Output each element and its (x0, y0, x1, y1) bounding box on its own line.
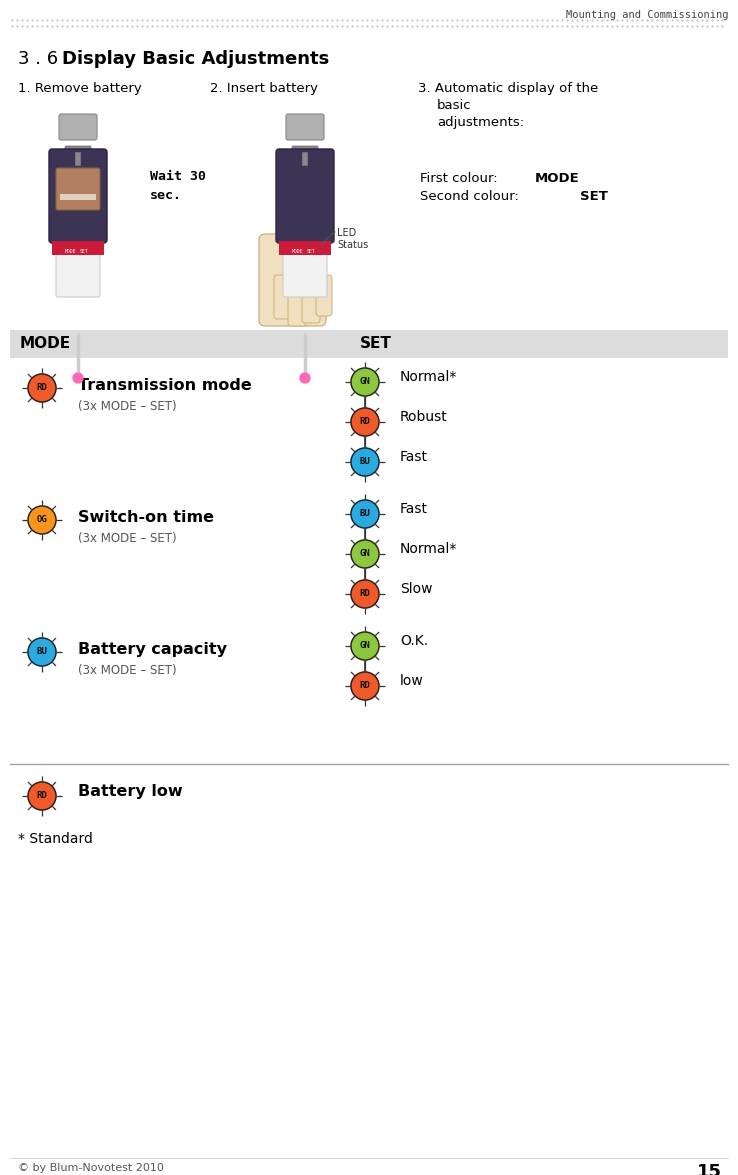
Ellipse shape (28, 374, 56, 402)
Circle shape (73, 372, 83, 383)
Text: MODE: MODE (20, 336, 71, 351)
Text: Robust: Robust (400, 410, 448, 424)
Text: SET: SET (360, 336, 392, 351)
Text: Second colour:: Second colour: (420, 190, 519, 203)
Text: 2. Insert battery: 2. Insert battery (210, 82, 318, 95)
Ellipse shape (351, 580, 379, 607)
FancyBboxPatch shape (65, 146, 91, 156)
Ellipse shape (28, 506, 56, 533)
Text: Status: Status (337, 240, 368, 250)
FancyBboxPatch shape (259, 234, 326, 325)
Bar (10, 330, 728, 358)
Text: GN: GN (359, 642, 370, 651)
Text: Battery capacity: Battery capacity (78, 642, 227, 657)
FancyBboxPatch shape (49, 149, 107, 243)
Ellipse shape (351, 368, 379, 396)
Text: Wait 30: Wait 30 (150, 170, 206, 183)
Bar (52, 241, 104, 255)
Ellipse shape (351, 501, 379, 528)
Text: MODE: MODE (292, 249, 303, 254)
Text: RD: RD (37, 792, 47, 800)
Text: Battery low: Battery low (78, 784, 182, 799)
FancyBboxPatch shape (292, 146, 318, 156)
FancyBboxPatch shape (59, 114, 97, 140)
Text: RD: RD (37, 383, 47, 392)
Text: basic: basic (437, 99, 472, 112)
FancyBboxPatch shape (286, 114, 324, 140)
Text: Switch-on time: Switch-on time (78, 510, 214, 525)
Text: Display Basic Adjustments: Display Basic Adjustments (62, 51, 329, 68)
Ellipse shape (351, 408, 379, 436)
Ellipse shape (351, 672, 379, 700)
Text: Transmission mode: Transmission mode (78, 378, 252, 392)
FancyBboxPatch shape (288, 275, 306, 325)
Text: Normal*: Normal* (400, 542, 458, 556)
Bar (60, 194, 96, 200)
Text: (3x MODE – SET): (3x MODE – SET) (78, 532, 176, 545)
Text: GN: GN (359, 550, 370, 558)
Text: 3. Automatic display of the: 3. Automatic display of the (418, 82, 599, 95)
Bar (279, 241, 331, 255)
Ellipse shape (351, 448, 379, 476)
Text: RD: RD (359, 590, 370, 598)
Text: BU: BU (37, 647, 47, 657)
Text: 3 . 6: 3 . 6 (18, 51, 64, 68)
Text: First colour:: First colour: (420, 172, 497, 184)
Text: 15: 15 (697, 1163, 722, 1175)
Text: O.K.: O.K. (400, 634, 428, 647)
Text: MODE: MODE (535, 172, 580, 184)
Ellipse shape (351, 540, 379, 568)
Text: Mounting and Commissioning: Mounting and Commissioning (565, 11, 728, 20)
Text: MODE: MODE (65, 249, 77, 254)
Text: BU: BU (359, 457, 370, 466)
FancyBboxPatch shape (56, 253, 100, 297)
Text: 1. Remove battery: 1. Remove battery (18, 82, 142, 95)
Text: SET: SET (307, 249, 316, 254)
Text: Fast: Fast (400, 450, 428, 464)
Text: Slow: Slow (400, 582, 432, 596)
FancyBboxPatch shape (283, 253, 327, 297)
Ellipse shape (28, 783, 56, 810)
Text: OG: OG (37, 516, 47, 524)
FancyBboxPatch shape (276, 149, 334, 243)
FancyBboxPatch shape (274, 275, 292, 318)
Text: (3x MODE – SET): (3x MODE – SET) (78, 664, 176, 677)
Text: BU: BU (359, 510, 370, 518)
Text: * Standard: * Standard (18, 832, 93, 846)
Ellipse shape (28, 638, 56, 666)
Text: RD: RD (359, 682, 370, 691)
Ellipse shape (351, 632, 379, 660)
Text: GN: GN (359, 377, 370, 387)
Text: RD: RD (359, 417, 370, 427)
Circle shape (300, 372, 310, 383)
FancyBboxPatch shape (302, 275, 320, 323)
Text: Normal*: Normal* (400, 370, 458, 384)
FancyBboxPatch shape (56, 168, 100, 210)
Text: © by Blum-Novotest 2010: © by Blum-Novotest 2010 (18, 1163, 164, 1173)
Text: LED: LED (337, 228, 356, 239)
FancyBboxPatch shape (316, 275, 332, 316)
Text: SET: SET (580, 190, 608, 203)
Text: SET: SET (80, 249, 89, 254)
Text: low: low (400, 674, 424, 689)
Text: (3x MODE – SET): (3x MODE – SET) (78, 400, 176, 412)
Text: sec.: sec. (150, 189, 182, 202)
Text: adjustments:: adjustments: (437, 116, 524, 129)
Text: Fast: Fast (400, 502, 428, 516)
